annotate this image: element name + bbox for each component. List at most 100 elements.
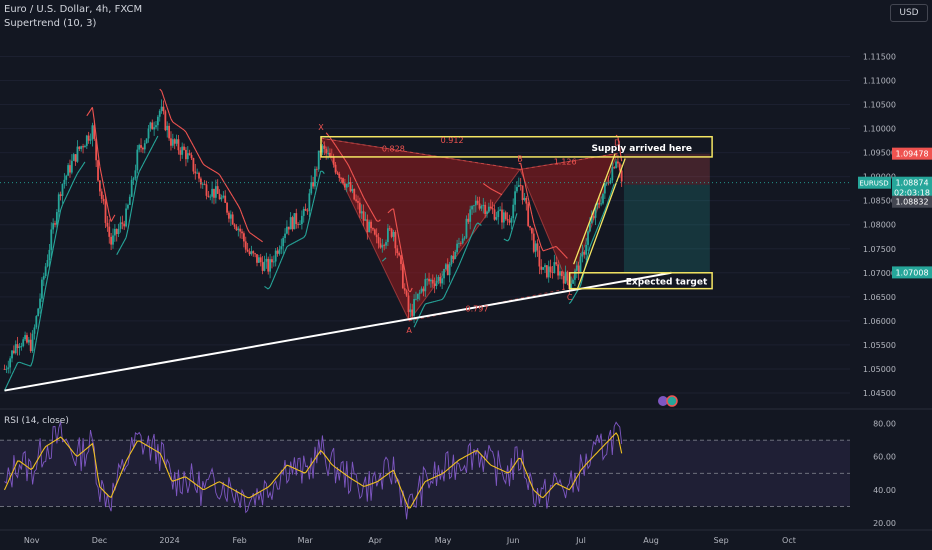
supertrend-segment (121, 240, 125, 245)
supertrend-segment (46, 267, 50, 278)
candle (572, 279, 574, 284)
supertrend-segment (346, 162, 350, 166)
supertrend-segment (235, 202, 239, 206)
supertrend-segment (148, 150, 151, 155)
candle (11, 350, 13, 359)
y-tick-label: 1.08500 (863, 197, 896, 206)
supertrend-segment (348, 165, 351, 170)
supertrend-segment (364, 200, 368, 205)
supertrend-segment (596, 223, 600, 229)
supertrend-segment (284, 246, 288, 252)
supertrend-segment (413, 323, 417, 328)
candle (136, 149, 139, 171)
supertrend-segment (294, 240, 297, 243)
candle (231, 214, 234, 225)
supertrend-segment (394, 218, 398, 230)
candle (299, 224, 301, 225)
supertrend-segment (288, 243, 291, 246)
supertrend-segment (598, 219, 602, 225)
candle (506, 218, 509, 221)
supertrend-segment (247, 228, 250, 233)
candle (237, 228, 240, 231)
currency-button[interactable]: USD (890, 4, 928, 22)
candle (65, 175, 68, 180)
supertrend-segment (548, 247, 551, 250)
supertrend-segment (561, 252, 565, 255)
supertrend-segment (82, 161, 86, 166)
candle (458, 243, 460, 244)
candle (370, 221, 372, 229)
candle (613, 167, 616, 169)
y-tick-label: 1.11500 (863, 52, 896, 61)
candle (465, 218, 468, 238)
candle (545, 265, 548, 278)
candle (286, 226, 288, 234)
supertrend-segment (301, 237, 305, 239)
candle (87, 135, 90, 141)
supertrend-segment (273, 273, 277, 279)
candle (353, 188, 356, 200)
supertrend-segment (602, 210, 606, 216)
supertrend-segment (600, 214, 604, 220)
candle (394, 231, 397, 249)
candle (261, 262, 264, 271)
candle (192, 158, 195, 172)
supertrend-segment (112, 214, 116, 219)
candle (295, 213, 298, 225)
supertrend-segment (467, 238, 471, 244)
supertrend-segment (357, 185, 361, 190)
supertrend-segment (550, 247, 553, 249)
candle (587, 231, 589, 245)
supertrend-segment (63, 196, 67, 202)
supertrend-segment (510, 225, 514, 233)
candle (602, 193, 604, 204)
candle (110, 236, 113, 245)
supertrend-segment (381, 259, 385, 262)
supertrend-segment (404, 270, 408, 281)
candle (400, 255, 402, 265)
candle (444, 264, 447, 269)
supertrend-segment (178, 125, 181, 128)
supertrend-segment (220, 177, 224, 182)
stop-zone (623, 153, 710, 185)
supertrend-segment (402, 259, 406, 271)
supertrend-segment (161, 90, 165, 97)
supertrend-segment (542, 249, 546, 252)
stop-label-bg (892, 195, 932, 208)
supertrend-segment (136, 171, 140, 178)
candle (26, 335, 28, 343)
supertrend-segment (204, 164, 207, 167)
supertrend-segment (73, 176, 77, 182)
supertrend-segment (462, 251, 466, 257)
supertrend-segment (617, 136, 621, 150)
price-label-bg (892, 147, 932, 160)
supertrend-segment (619, 149, 623, 162)
candle (278, 249, 281, 254)
x-tick-label: Aug (643, 536, 659, 545)
x-tick-label: Sep (714, 536, 729, 545)
candle (487, 206, 490, 212)
supertrend-segment (170, 118, 174, 123)
candle (435, 280, 438, 287)
supertrend-segment (241, 214, 245, 220)
supertrend-segment (131, 198, 135, 209)
candle (327, 152, 329, 154)
supertrend-segment (35, 329, 39, 341)
supertrend-segment (460, 256, 464, 262)
supertrend-segment (133, 187, 136, 199)
candle (538, 250, 541, 267)
supertrend-segment (454, 269, 458, 274)
candle (166, 125, 169, 131)
candle (379, 243, 382, 248)
candle (403, 288, 406, 291)
candle (375, 234, 378, 238)
y-tick-label: 1.05500 (863, 341, 896, 350)
supertrend-segment (447, 285, 451, 290)
candle (69, 165, 71, 173)
candle (392, 231, 395, 237)
supertrend-segment (149, 146, 153, 151)
candle (37, 308, 40, 317)
pattern-ratio-label: 0.912 (441, 136, 464, 145)
candle (76, 146, 79, 162)
